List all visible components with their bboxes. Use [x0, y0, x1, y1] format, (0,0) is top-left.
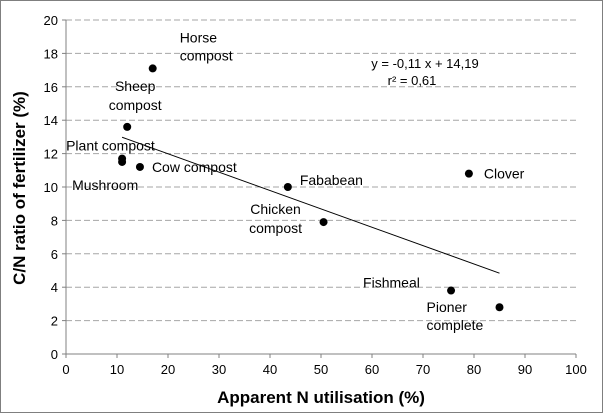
r-squared-value: r² = 0,61 — [388, 73, 437, 88]
data-point — [118, 157, 127, 166]
y-tick-label: 20 — [44, 13, 58, 28]
y-tick-label: 16 — [44, 80, 58, 95]
x-tick-label: 0 — [62, 362, 69, 377]
y-axis-title: C/N ratio of fertilizer (%) — [10, 91, 29, 285]
x-tick-label: 90 — [518, 362, 532, 377]
point-label: Sheep — [115, 78, 156, 94]
y-tick-label: 6 — [51, 247, 58, 262]
x-tick-label: 10 — [110, 362, 124, 377]
point-label: compost — [180, 47, 233, 63]
point-label: Fababean — [300, 172, 363, 188]
point-label: Mushroom — [72, 177, 138, 193]
point-label: compost — [109, 97, 162, 113]
x-tick-labels: 0 10 20 30 40 50 60 70 80 90 100 — [62, 354, 587, 377]
point-label: Chicken — [250, 201, 301, 217]
point-label: Cow compost — [152, 159, 237, 175]
x-tick-label: 70 — [416, 362, 430, 377]
y-tick-label: 8 — [51, 213, 58, 228]
y-tick-label: 10 — [44, 180, 58, 195]
data-point — [135, 162, 144, 171]
point-label: Plant compost — [66, 138, 155, 154]
y-tick-label: 2 — [51, 314, 58, 329]
x-tick-label: 30 — [212, 362, 226, 377]
y-tick-label: 12 — [44, 147, 58, 162]
trendline-equation: y = -0,11 x + 14,19 — [371, 56, 478, 71]
y-tick-label: 0 — [51, 347, 58, 362]
data-point — [123, 122, 132, 131]
point-label: complete — [427, 317, 484, 333]
data-point — [447, 286, 456, 295]
data-point — [495, 303, 504, 312]
point-label: Pioner — [427, 299, 468, 315]
data-point — [464, 169, 473, 178]
y-tick-label: 14 — [44, 113, 58, 128]
y-tick-label: 4 — [51, 280, 58, 295]
x-tick-label: 80 — [467, 362, 481, 377]
y-tick-labels: 0 2 4 6 8 10 12 14 16 18 20 — [44, 13, 66, 362]
point-labels: Horse compost Sheep compost Plant compost Mus… — [66, 29, 525, 333]
point-label: Horse — [180, 29, 218, 45]
x-tick-label: 20 — [161, 362, 175, 377]
y-tick-label: 18 — [44, 46, 58, 61]
gridlines — [66, 19, 576, 322]
point-label: Fishmeal — [363, 275, 420, 291]
x-axis-title: Apparent N utilisation (%) — [217, 388, 425, 407]
data-points — [118, 64, 504, 312]
x-tick-label: 40 — [263, 362, 277, 377]
data-point — [319, 218, 328, 227]
point-label: compost — [249, 220, 302, 236]
x-tick-label: 60 — [365, 362, 379, 377]
trendline — [121, 136, 500, 274]
data-point — [148, 64, 157, 73]
point-label: Clover — [484, 166, 525, 182]
data-point — [283, 183, 292, 191]
x-tick-label: 100 — [565, 362, 587, 377]
x-tick-label: 50 — [314, 362, 328, 377]
trendline-group — [121, 136, 500, 274]
